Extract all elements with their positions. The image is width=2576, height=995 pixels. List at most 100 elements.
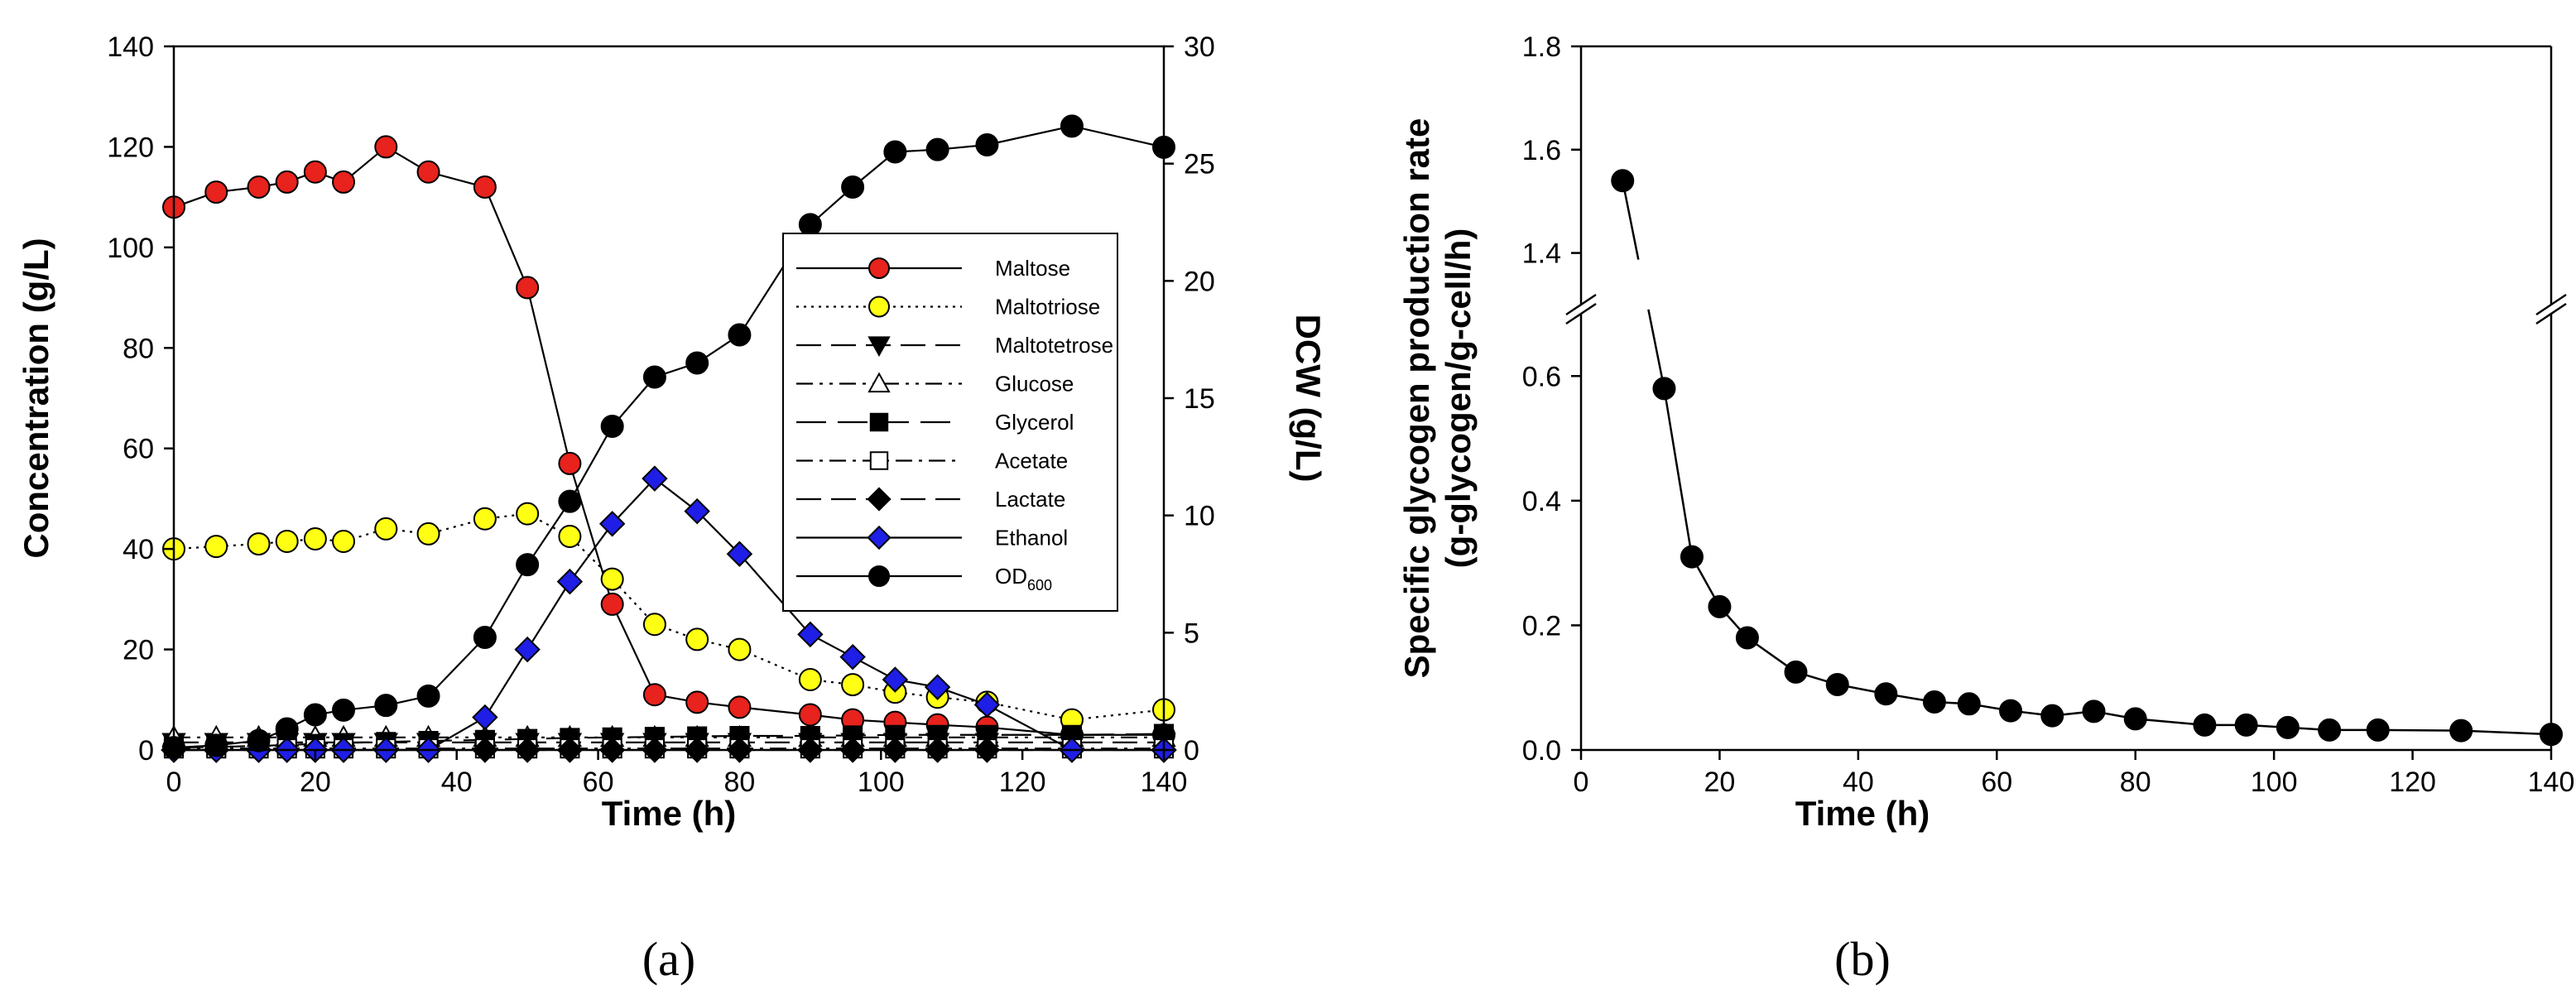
panel-a-x-tick-label: 40 bbox=[441, 767, 473, 798]
panel-b-chart: 0 20 40 60 80 100 120 140 0.0 0.2 0.4 0.6 1.4 1.6 1.8… bbox=[1397, 31, 2574, 986]
panel-a-legend-marker-od600 bbox=[868, 565, 890, 587]
panel-a-y-tick-label: 0 bbox=[138, 735, 154, 767]
panel-a-point-maltotriose bbox=[728, 637, 752, 661]
panel-b-point bbox=[1735, 626, 1759, 650]
panel-a-point-od600 bbox=[642, 365, 666, 389]
panel-a-line-od600 bbox=[173, 125, 1165, 749]
panel-b-x-tick-label: 80 bbox=[2120, 767, 2151, 798]
panel-a-point-maltose bbox=[558, 451, 582, 475]
panel-b-y-axis-title-line1: Specific glycogen production rate bbox=[1397, 118, 1436, 679]
panel-a-point-ethanol bbox=[839, 643, 866, 671]
panel-a-point-maltotriose bbox=[473, 507, 497, 531]
panel-b-axis-break-right-2 bbox=[2535, 302, 2567, 325]
panel-a-y2-ticks: 0 5 10 15 20 25 30 bbox=[1164, 31, 1215, 767]
panel-a-x-ticks: 0 20 40 60 80 100 120 140 bbox=[166, 750, 1188, 798]
panel-a-y-tick-label: 80 bbox=[123, 333, 154, 364]
panel-b-line-break-segment-lower bbox=[1647, 309, 1665, 389]
panel-b-y-tick-label: 0.4 bbox=[1522, 486, 1561, 517]
panel-a-point-maltotriose bbox=[642, 613, 666, 637]
panel-b-y-tick-label: 0.0 bbox=[1522, 735, 1561, 767]
panel-a-x-tick-label: 60 bbox=[583, 767, 614, 798]
panel-a-point-od600 bbox=[600, 415, 624, 438]
panel-a-line-maltose bbox=[173, 146, 1164, 736]
panel-a-legend-marker-glucose bbox=[867, 372, 891, 393]
panel-b-y-axis-title-line2: (g-glycogen/g-cell/h) bbox=[1439, 228, 1478, 569]
panel-b-y-tick-label: 1.6 bbox=[1522, 135, 1561, 166]
panel-a-point-ethanol bbox=[726, 541, 753, 567]
panel-a-point-od600 bbox=[516, 553, 540, 577]
panel-b-x-tick-label: 100 bbox=[2251, 767, 2298, 798]
panel-a-point-ethanol bbox=[598, 511, 626, 537]
panel-b-x-tick-label: 120 bbox=[2389, 767, 2436, 798]
panel-b-x-tick-label: 0 bbox=[1574, 767, 1589, 798]
panel-a-point-od600 bbox=[473, 626, 497, 649]
panel-b-point bbox=[1999, 699, 2023, 723]
panel-a-y-axis-title: Concentration (g/L) bbox=[17, 238, 55, 558]
panel-a-point-ethanol bbox=[684, 498, 710, 525]
panel-a-legend-label-subscript: 600 bbox=[1027, 577, 1052, 594]
panel-a-point-maltotriose bbox=[374, 517, 398, 541]
panel-a-point-od600 bbox=[883, 140, 907, 164]
panel-a-point-od600 bbox=[1060, 114, 1084, 138]
panel-b-x-tick-label: 60 bbox=[1981, 767, 2012, 798]
panel-b-x-tick-label: 40 bbox=[1843, 767, 1874, 798]
panel-a-y2-axis-title: DCW (g/L) bbox=[1289, 315, 1328, 483]
panel-b-line-break-segment-upper bbox=[1622, 180, 1640, 260]
panel-a-point-maltose bbox=[600, 592, 624, 616]
panel-b-x-axis-title: Time (h) bbox=[1795, 794, 1930, 833]
panel-a-legend-label-od600: OD600 bbox=[995, 564, 1052, 594]
panel-b-y-tick-label: 0.2 bbox=[1522, 610, 1561, 642]
panel-a-y2-tick-label: 30 bbox=[1184, 31, 1215, 63]
panel-a-point-od600 bbox=[975, 133, 999, 156]
panel-a-y2-tick-label: 20 bbox=[1184, 266, 1215, 297]
panel-a-point-maltose bbox=[332, 170, 356, 194]
panel-a-y2-tick-label: 5 bbox=[1184, 618, 1199, 649]
panel-a-series-layer bbox=[161, 114, 1177, 763]
panel-b-point bbox=[2449, 719, 2473, 743]
panel-a-legend-marker-acetate bbox=[869, 451, 889, 470]
panel-b-series-layer bbox=[1611, 169, 2563, 747]
panel-a-legend-marker-maltose bbox=[868, 257, 890, 279]
panel-a-point-maltose bbox=[473, 175, 497, 199]
panel-a-legend-label-glycerol: Glycerol bbox=[995, 410, 1074, 435]
panel-a-point-maltotriose bbox=[204, 535, 228, 559]
panel-a-y-ticks: 0 20 40 60 80 100 120 140 bbox=[107, 31, 174, 767]
panel-a-line-maltotriose bbox=[173, 512, 1165, 721]
panel-a-point-maltose bbox=[303, 160, 327, 184]
panel-a-legend-marker-glycerol bbox=[869, 412, 889, 432]
panel-b-point bbox=[2234, 713, 2258, 737]
panel-a-point-maltotriose bbox=[275, 530, 299, 554]
panel-a-point-od600 bbox=[332, 698, 356, 722]
panel-a-point-ethanol bbox=[642, 465, 668, 492]
panel-a-point-maltotriose bbox=[798, 668, 822, 691]
panel-b-point bbox=[2318, 718, 2342, 742]
panel-b-point bbox=[2366, 718, 2390, 742]
panel-a-point-ethanol bbox=[973, 691, 1001, 719]
panel-a-y2-tick-label: 25 bbox=[1184, 149, 1215, 180]
panel-a-point-ethanol bbox=[797, 621, 824, 648]
panel-a-point-maltotriose bbox=[332, 530, 356, 554]
panel-b-point bbox=[1680, 545, 1704, 569]
panel-a-point-ethanol bbox=[472, 704, 498, 731]
panel-a-legend: Maltose Maltotriose Maltotetrose Glucose Gly… bbox=[782, 233, 1118, 612]
panel-a-point-maltose bbox=[798, 703, 822, 727]
panel-a-point-od600 bbox=[925, 137, 949, 161]
panel-a-point-maltose bbox=[685, 690, 709, 714]
panel-a-point-maltose bbox=[374, 135, 398, 159]
panel-a-point-maltotriose bbox=[516, 502, 540, 526]
panel-a-y-tick-label: 40 bbox=[123, 534, 154, 565]
panel-a-point-maltotriose bbox=[247, 532, 271, 556]
panel-a-point-od600 bbox=[247, 728, 271, 752]
panel-b-label: (b) bbox=[1834, 932, 1891, 986]
panel-a-point-maltotriose bbox=[558, 524, 582, 548]
panel-a-x-tick-label: 140 bbox=[1141, 767, 1188, 798]
panel-a-legend-marker-ethanol bbox=[867, 525, 892, 550]
panel-a-point-maltotriose bbox=[685, 627, 709, 651]
panel-a-point-maltotriose bbox=[600, 567, 624, 591]
panel-a-point-maltotriose bbox=[841, 673, 865, 697]
panel-a-legend-label-acetate: Acetate bbox=[995, 449, 1068, 473]
panel-a-point-maltose bbox=[642, 683, 666, 707]
panel-b-axis-break-right-1 bbox=[2535, 293, 2567, 316]
panel-a-legend-label-ethanol: Ethanol bbox=[995, 526, 1068, 550]
